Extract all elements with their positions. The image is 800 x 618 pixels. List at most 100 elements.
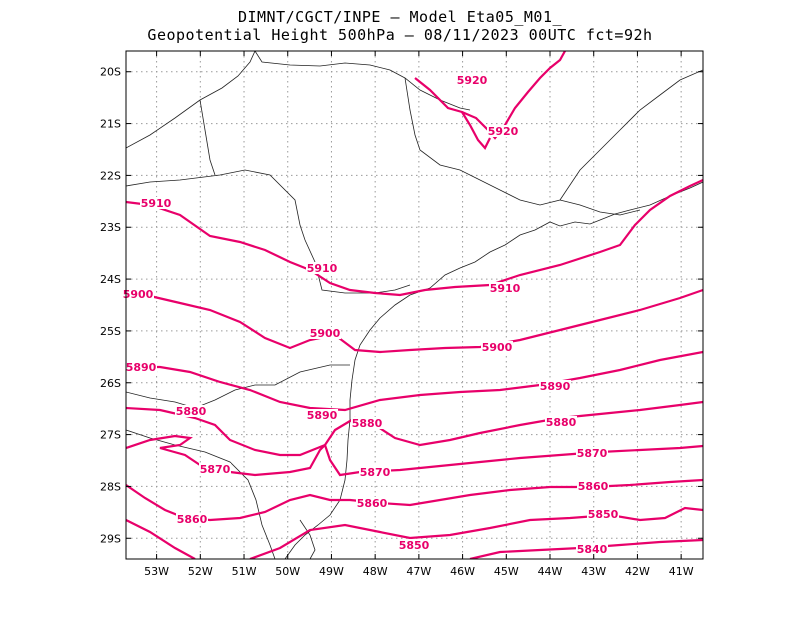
lat-tick-label: 25S xyxy=(100,325,121,338)
lat-tick-label: 23S xyxy=(100,221,121,234)
contour-label: 5880 xyxy=(352,417,383,430)
axis-tick-labels: 20S 21S 22S 23S 24S 25S 26S 27S 28S 29S 53W 52W 51W 5… xyxy=(100,66,694,578)
lon-tick-label: 52W xyxy=(188,565,213,578)
contour-5900 xyxy=(126,288,703,354)
contour-5910 xyxy=(126,179,703,297)
contour-label: 5900 xyxy=(310,327,341,340)
plot-frame xyxy=(125,50,704,560)
contour-5920-loop xyxy=(461,111,491,150)
state-border-parana-north xyxy=(254,51,471,111)
lon-tick-label: 41W xyxy=(669,565,694,578)
contour-label: 5920 xyxy=(488,125,519,138)
lat-tick-label: 24S xyxy=(100,273,121,286)
state-border-north xyxy=(126,51,256,149)
contour-5890 xyxy=(126,350,703,412)
contour-label-bg xyxy=(398,539,430,551)
contour-label-bg xyxy=(587,508,619,520)
lat-tick-label: 20S xyxy=(100,66,121,79)
coastline-and-borders xyxy=(126,51,703,559)
contour-5880 xyxy=(126,400,703,457)
contour-label: 5870 xyxy=(577,447,608,460)
contour-label-bg xyxy=(539,380,571,392)
state-border-sc xyxy=(126,364,350,409)
contour-label: 5900 xyxy=(482,341,513,354)
contour-label-bg xyxy=(306,409,338,421)
title-line-2: Geopotential Height 500hPa – 08/11/2023 … xyxy=(147,26,653,44)
contour-label-bg xyxy=(356,497,388,509)
contour-5850 xyxy=(126,519,196,559)
contour-5850-b xyxy=(249,506,703,559)
lon-tick-label: 47W xyxy=(406,565,431,578)
contour-label: 5870 xyxy=(200,463,231,476)
lat-tick-label: 21S xyxy=(100,118,121,131)
contour-5870 xyxy=(126,434,703,477)
contour-label: 5850 xyxy=(588,508,619,521)
contour-label: 5880 xyxy=(546,416,577,429)
contour-label-bg xyxy=(175,405,207,417)
lon-tick-label: 42W xyxy=(625,565,650,578)
contour-label: 5850 xyxy=(399,539,430,552)
state-border-parana xyxy=(126,169,411,294)
lon-tick-label: 50W xyxy=(275,565,300,578)
coastline-south xyxy=(284,294,411,559)
contour-label-bg xyxy=(489,282,521,294)
grid-lines xyxy=(126,51,703,559)
contour-label: 5890 xyxy=(540,380,571,393)
contour-label: 5870 xyxy=(360,466,391,479)
lat-tick-label: 22S xyxy=(100,169,121,182)
lat-tick-label: 26S xyxy=(100,377,121,390)
contour-label-bg xyxy=(487,125,519,137)
state-border-sp xyxy=(404,69,703,206)
contour-label-bg xyxy=(122,288,154,300)
lat-tick-label: 29S xyxy=(100,532,121,545)
contour-label: 5910 xyxy=(141,197,172,210)
contour-label-bg xyxy=(576,447,608,459)
lon-tick-label: 53W xyxy=(144,565,169,578)
axis-ticks xyxy=(126,51,703,559)
contour-label: 5890 xyxy=(126,361,157,374)
contour-label-bg xyxy=(576,543,608,555)
contour-label: 5890 xyxy=(307,409,338,422)
lon-tick-label: 46W xyxy=(450,565,475,578)
coastline-sp xyxy=(409,181,703,296)
contour-label: 5860 xyxy=(177,513,208,526)
contour-label-bg xyxy=(125,361,157,373)
contour-label-bg xyxy=(176,513,208,525)
contour-label-bg xyxy=(309,327,341,339)
contour-label-bg xyxy=(140,197,172,209)
contour-label: 5880 xyxy=(176,405,207,418)
state-border-mg-rj xyxy=(559,199,641,216)
lagoon-patos xyxy=(299,519,316,559)
lon-tick-label: 43W xyxy=(581,565,606,578)
lon-tick-label: 49W xyxy=(319,565,344,578)
contour-label: 5910 xyxy=(307,262,338,275)
lat-tick-label: 27S xyxy=(100,429,121,442)
state-border-rs xyxy=(126,429,276,559)
contour-label-bg xyxy=(577,480,609,492)
contour-label: 5900 xyxy=(123,288,154,301)
contour-label: 5920 xyxy=(457,74,488,87)
contour-labels: 5920 5920 5910 5910 5910 5900 5900 5900 5890 5890… xyxy=(122,74,619,556)
contour-label: 5860 xyxy=(578,480,609,493)
contour-label-bg xyxy=(545,416,577,428)
contour-label-bg xyxy=(359,466,391,478)
geopotential-contours xyxy=(126,51,703,559)
contour-label: 5860 xyxy=(357,497,388,510)
contour-label: 5910 xyxy=(490,282,521,295)
contour-label-bg xyxy=(481,341,513,353)
contour-5920-north xyxy=(414,51,566,140)
contour-label-bg xyxy=(306,262,338,274)
lon-tick-label: 48W xyxy=(363,565,388,578)
lon-tick-label: 44W xyxy=(538,565,563,578)
contour-label-bg xyxy=(456,74,488,86)
contour-label-bg xyxy=(351,417,383,429)
contour-label: 5840 xyxy=(577,543,608,556)
title-line-1: DIMNT/CGCT/INPE – Model Eta05_M01_ xyxy=(237,8,563,26)
lon-tick-label: 45W xyxy=(494,565,519,578)
lon-tick-label: 51W xyxy=(232,565,257,578)
contour-label-bg xyxy=(199,463,231,475)
lat-tick-label: 28S xyxy=(100,480,121,493)
river-paraguay xyxy=(199,99,216,176)
